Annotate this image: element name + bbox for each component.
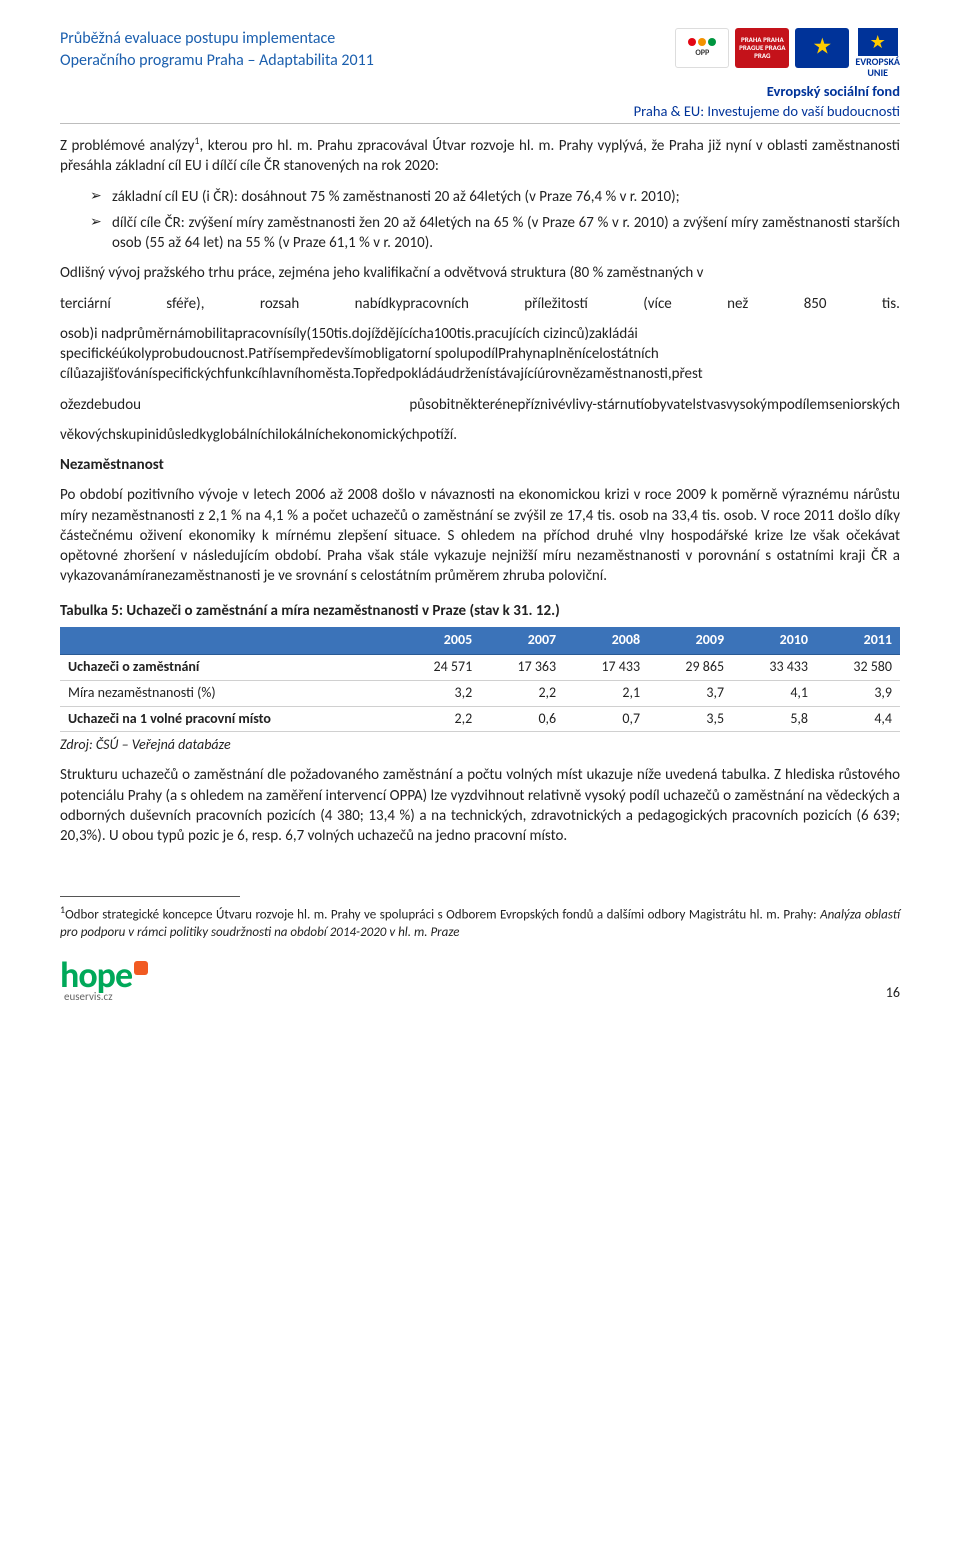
hope-logo-subtext: euservis.cz (64, 991, 148, 1002)
table-cell: 3,7 (648, 680, 732, 706)
paragraph-4: Strukturu uchazečů o zaměstnání dle poža… (60, 765, 900, 846)
footnote-separator (60, 896, 240, 897)
table-header-cell: 2005 (396, 627, 480, 654)
footnote-1: 1Odbor strategické koncepce Útvaru rozvo… (60, 903, 900, 941)
spread-word: příležitostí (524, 294, 588, 314)
table-cell: 0,7 (564, 706, 648, 732)
table-cell: Uchazeči o zaměstnání (60, 654, 396, 680)
table-cell: 32 580 (816, 654, 900, 680)
praha-logo-text: PRAHA PRAHA PRAGUE PRAGA PRAG (735, 36, 789, 59)
header-title-line1: Průběžná evaluace postupu implementace (60, 28, 374, 50)
tagline: Praha & EU: Investujeme do vaší budoucno… (634, 102, 900, 122)
hope-star-icon (134, 961, 148, 975)
fund-name: Evropský sociální fond (634, 82, 900, 102)
paragraph-2c: osob)i nadprůměrnámobilitapracovnísíly(1… (60, 324, 900, 385)
table-header-cell: 2007 (480, 627, 564, 654)
justified-spread-row-2: ožezdebudou působitněkterénepříznivévliv… (60, 395, 900, 415)
spread-word: terciární (60, 294, 111, 314)
paragraph-intro: Z problémové analýzy1, kterou pro hl. m.… (60, 134, 900, 177)
table-header-cell: 2011 (816, 627, 900, 654)
eu-flag-logo: ★ EVROPSKÁ UNIE (855, 28, 900, 78)
table-cell: 2,1 (564, 680, 648, 706)
unemployment-table: 2005 2007 2008 2009 2010 2011 Uchazeči o… (60, 627, 900, 733)
bullet-item: dílčí cíle ČR: zvýšení míry zaměstnanost… (90, 213, 900, 254)
table-cell: 0,6 (480, 706, 564, 732)
paragraph-2d: věkovýchskupinidůsledkyglobálníchilokáln… (60, 425, 900, 445)
header-divider (60, 123, 900, 124)
table-cell: 29 865 (648, 654, 732, 680)
table-cell: Míra nezaměstnanosti (%) (60, 680, 396, 706)
spread-word: nabídkypracovních (355, 294, 469, 314)
table-header-cell: 2008 (564, 627, 648, 654)
spread-word: tis. (882, 294, 900, 314)
spread-word: než (727, 294, 748, 314)
table-cell: 5,8 (732, 706, 816, 732)
table-row: Míra nezaměstnanosti (%) 3,2 2,2 2,1 3,7… (60, 680, 900, 706)
table-cell: 17 363 (480, 654, 564, 680)
oppa-logo: OPP (675, 28, 729, 68)
paragraph-2a: Odlišný vývoj pražského trhu práce, zejm… (60, 263, 900, 283)
table-row: Uchazeči o zaměstnání 24 571 17 363 17 4… (60, 654, 900, 680)
table-header-cell: 2009 (648, 627, 732, 654)
footnote-text-a: Odbor strategické koncepce Útvaru rozvoj… (65, 908, 820, 923)
justified-spread-row: terciární sféře), rozsah nabídkypracovní… (60, 294, 900, 314)
spread-word: (více (643, 294, 672, 314)
header-title: Průběžná evaluace postupu implementace O… (60, 28, 374, 71)
table-row: Uchazeči na 1 volné pracovní místo 2,2 0… (60, 706, 900, 732)
table-cell: 2,2 (396, 706, 480, 732)
header-title-line2: Operačního programu Praha – Adaptabilita… (60, 50, 374, 72)
spread-word: působitněkterénepříznivévlivy-stárnutíob… (409, 395, 900, 415)
table-header-row: 2005 2007 2008 2009 2010 2011 (60, 627, 900, 654)
table-cell: 24 571 (396, 654, 480, 680)
table-header-cell (60, 627, 396, 654)
header-right: OPP PRAHA PRAHA PRAGUE PRAGA PRAG ★ ★ EV… (634, 28, 900, 121)
section-heading-nezamestnanost: Nezaměstnanost (60, 455, 900, 475)
table-cell: 4,1 (732, 680, 816, 706)
eu-emblem-icon: ★ (795, 28, 849, 68)
page-header: Průběžná evaluace postupu implementace O… (60, 28, 900, 121)
spread-word: sféře), (166, 294, 204, 314)
eu-text-line2: UNIE (867, 68, 888, 78)
praha-logo: PRAHA PRAHA PRAGUE PRAGA PRAG (735, 28, 789, 68)
table-cell: 33 433 (732, 654, 816, 680)
bullet-item: základní cíl EU (i ČR): dosáhnout 75 % z… (90, 187, 900, 207)
oppa-logo-text: OPP (695, 48, 709, 58)
hope-logo: hope euservis.cz (60, 957, 148, 1002)
table-cell: Uchazeči na 1 volné pracovní místo (60, 706, 396, 732)
table-cell: 3,5 (648, 706, 732, 732)
p1-text-a: Z problémové analýzy (60, 137, 194, 155)
spread-word: 850 (804, 294, 827, 314)
table-title: Tabulka 5: Uchazeči o zaměstnání a míra … (60, 601, 900, 621)
page-footer: hope euservis.cz 16 (60, 957, 900, 1002)
spread-word: ožezdebudou (60, 395, 141, 415)
document-body: Z problémové analýzy1, kterou pro hl. m.… (60, 134, 900, 1002)
logo-strip: OPP PRAHA PRAHA PRAGUE PRAGA PRAG ★ ★ EV… (634, 28, 900, 78)
table-cell: 4,4 (816, 706, 900, 732)
paragraph-3: Po období pozitivního vývoje v letech 20… (60, 485, 900, 586)
table-cell: 3,2 (396, 680, 480, 706)
table-cell: 2,2 (480, 680, 564, 706)
table-header-cell: 2010 (732, 627, 816, 654)
table-cell: 17 433 (564, 654, 648, 680)
table-cell: 3,9 (816, 680, 900, 706)
spread-word: rozsah (260, 294, 299, 314)
table-source: Zdroj: ČSÚ – Veřejná databáze (60, 736, 900, 755)
page-number: 16 (886, 984, 900, 1003)
bullet-list: základní cíl EU (i ČR): dosáhnout 75 % z… (90, 187, 900, 254)
hope-logo-text: hope (60, 957, 132, 993)
